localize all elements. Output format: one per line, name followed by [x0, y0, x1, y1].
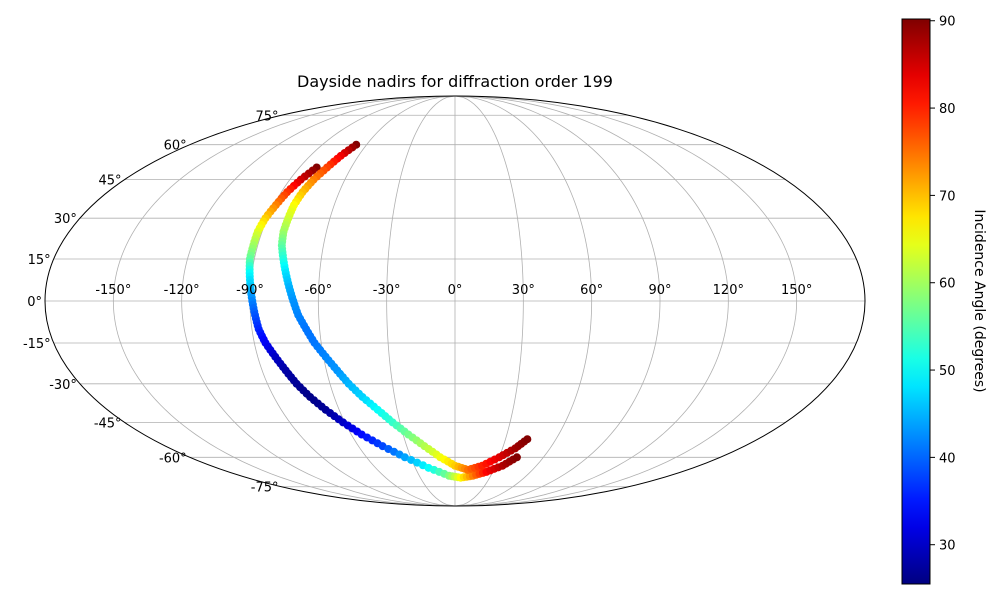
y-tick-label: 0°	[27, 295, 42, 310]
y-tick-label: 60°	[164, 139, 187, 154]
y-tick-label: -30°	[49, 378, 77, 393]
longitude-gridline	[454, 96, 593, 506]
colorbar-tick-label: 40	[939, 451, 956, 466]
x-tick-label: -150°	[95, 283, 131, 298]
colorbar-ticks: 30 40 50 60 70 80 90	[930, 15, 956, 554]
colorbar-tick-label: 70	[939, 189, 956, 204]
data-points	[245, 140, 532, 482]
x-tick-label: 150°	[781, 283, 812, 298]
x-tick-label: 60°	[580, 283, 603, 298]
longitude-gridline	[454, 96, 729, 506]
y-tick-label: -75°	[251, 481, 279, 496]
colorbar-tick-label: 80	[939, 102, 956, 117]
longitude-gridline	[317, 96, 456, 506]
longitude-gridline	[181, 96, 456, 506]
y-tick-label: 30°	[54, 212, 77, 227]
x-tick-label: 30°	[512, 283, 535, 298]
y-tick-labels: -75° -60° -45° -30° -15° 0° 15° 30° 45° 60° 75°	[23, 109, 279, 495]
colorbar-tick-label: 30	[939, 539, 956, 554]
y-tick-label: -60°	[159, 451, 187, 466]
data-point	[523, 435, 532, 444]
colorbar-tick-label: 90	[939, 15, 956, 30]
y-tick-label: 75°	[255, 109, 278, 124]
colorbar-gradient	[901, 18, 931, 585]
colorbar-tick-label: 50	[939, 364, 956, 379]
x-tick-label: -30°	[373, 283, 401, 298]
gridlines	[45, 96, 865, 506]
map-boundary	[44, 95, 866, 507]
longitude-gridline	[454, 96, 661, 506]
x-tick-label: -90°	[236, 283, 264, 298]
x-tick-label: -120°	[164, 283, 200, 298]
x-tick-labels: -150° -120° -90° -60° -30° 0° 30° 60° 90° 120° 150…	[95, 283, 812, 298]
longitude-gridline	[454, 96, 798, 506]
colorbar-tick-label: 60	[939, 277, 956, 292]
data-point	[512, 453, 521, 462]
x-tick-label: 0°	[448, 283, 463, 298]
map-area: -150° -120° -90° -60° -30° 0° 30° 60° 90° 120° 150…	[23, 95, 866, 507]
y-tick-label: 45°	[99, 174, 122, 189]
colorbar-label: Incidence Angle (degrees)	[971, 209, 987, 392]
x-tick-label: 90°	[648, 283, 671, 298]
y-tick-label: -45°	[94, 416, 122, 431]
longitude-gridline	[112, 96, 456, 506]
y-tick-label: 15°	[28, 253, 51, 268]
y-tick-label: -15°	[23, 337, 51, 352]
data-point	[400, 453, 409, 462]
data-point	[407, 455, 416, 464]
x-tick-label: -60°	[304, 283, 332, 298]
x-tick-label: 120°	[713, 283, 744, 298]
colorbar: 30 40 50 60 70 80 90 Incidence Angle (degrees)	[901, 15, 987, 585]
chart-title: Dayside nadirs for diffraction order 199	[297, 72, 613, 91]
